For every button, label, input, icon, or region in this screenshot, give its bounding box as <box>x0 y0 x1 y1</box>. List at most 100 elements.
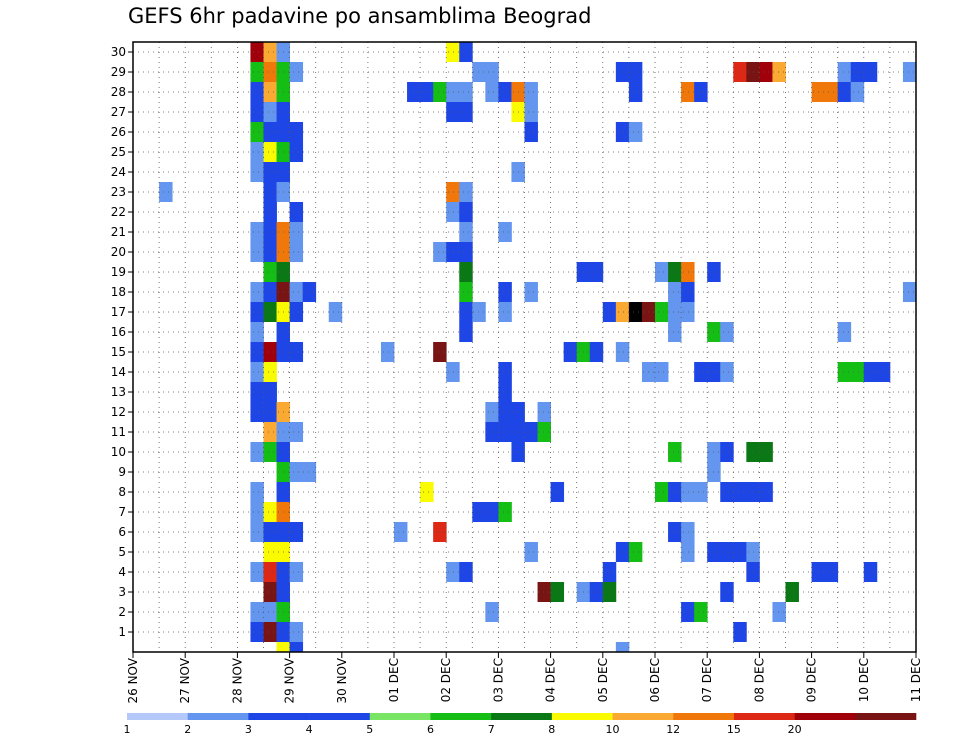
heatmap-cell <box>824 562 839 582</box>
heatmap-cell <box>681 542 695 562</box>
heatmap-cell <box>263 62 277 82</box>
heatmap-cell <box>720 482 734 502</box>
y-tick-label: 12 <box>111 405 126 419</box>
heatmap-cell <box>289 62 304 82</box>
heatmap-cell <box>681 282 695 302</box>
heatmap-cell <box>589 342 604 362</box>
y-tick-label: 6 <box>118 525 126 539</box>
heatmap-cell <box>289 642 304 652</box>
heatmap-cell <box>250 522 264 542</box>
heatmap-cell <box>615 542 630 562</box>
heatmap-cell <box>276 642 290 652</box>
heatmap-cell <box>459 282 473 302</box>
heatmap-cell <box>628 62 643 82</box>
heatmap-cell <box>720 442 734 462</box>
heatmap-cell <box>628 122 643 142</box>
heatmap-cell <box>681 602 695 622</box>
heatmap-cell <box>524 542 538 562</box>
y-tick-label: 4 <box>118 565 126 579</box>
x-tick-label: 04 DEC <box>544 658 558 702</box>
heatmap-cell <box>668 262 682 282</box>
y-tick-label: 18 <box>111 285 126 299</box>
y-tick-label: 27 <box>111 105 126 119</box>
y-tick-label: 11 <box>111 425 126 439</box>
heatmap-cell <box>485 602 499 622</box>
heatmap-cell <box>668 522 682 542</box>
colorbar-swatch <box>855 713 917 720</box>
heatmap-cell <box>433 342 447 362</box>
y-tick-label: 15 <box>111 345 126 359</box>
heatmap-cell <box>863 362 878 382</box>
heatmap-cell <box>498 222 512 242</box>
y-tick-label: 16 <box>111 325 126 339</box>
heatmap-cell <box>694 82 708 102</box>
x-tick-label: 07 DEC <box>700 658 714 702</box>
heatmap-cell <box>785 582 799 602</box>
heatmap-cell <box>563 342 578 362</box>
heatmap-cell <box>485 82 499 102</box>
heatmap-cell <box>498 422 512 442</box>
heatmap-cell <box>498 362 512 382</box>
heatmap-cell <box>589 262 604 282</box>
colorbar-swatch <box>369 713 431 720</box>
heatmap-cell <box>263 82 277 102</box>
y-tick-label: 20 <box>111 245 126 259</box>
heatmap-cell <box>524 282 538 302</box>
heatmap-cell <box>837 62 852 82</box>
colorbar-label: 1 <box>124 723 131 736</box>
colorbar-label: 2 <box>184 723 191 736</box>
heatmap-cell <box>537 422 551 442</box>
heatmap-cell <box>537 402 551 422</box>
y-tick-label: 3 <box>118 585 126 599</box>
colorbar-swatch <box>551 713 613 720</box>
heatmap-cell <box>537 582 551 602</box>
heatmap-cell <box>733 622 747 642</box>
heatmap-cell <box>289 222 304 242</box>
y-tick-label: 9 <box>118 465 126 479</box>
heatmap-cell <box>250 222 264 242</box>
x-tick-label: 11 DEC <box>909 658 923 702</box>
heatmap-cell <box>289 142 304 162</box>
heatmap-cell <box>720 362 734 382</box>
colorbar-swatch <box>612 713 674 720</box>
colorbar-label: 6 <box>427 723 434 736</box>
x-tick-label: 08 DEC <box>752 658 766 702</box>
heatmap-cell <box>263 522 277 542</box>
heatmap-cell <box>263 402 277 422</box>
colorbar-label: 20 <box>788 723 802 736</box>
heatmap-cell <box>459 562 473 582</box>
heatmap-cell <box>733 542 747 562</box>
heatmap-cell <box>850 62 865 82</box>
heatmap-cell <box>289 342 304 362</box>
x-tick-label: 30 NOV <box>335 657 349 703</box>
heatmap-cell <box>472 302 486 322</box>
colorbar-swatch <box>248 713 310 720</box>
heatmap-cell <box>498 82 512 102</box>
x-tick-label: 29 NOV <box>283 657 297 703</box>
heatmap-cell <box>668 282 682 302</box>
heatmap-cell <box>485 502 499 522</box>
heatmap-cell <box>446 182 460 202</box>
heatmap-cell <box>263 242 277 262</box>
heatmap-cell <box>250 622 264 642</box>
heatmap-cell <box>733 482 747 502</box>
heatmap-cell <box>668 482 682 502</box>
y-tick-label: 25 <box>111 145 126 159</box>
heatmap-cell <box>263 282 277 302</box>
heatmap-cell <box>250 102 264 122</box>
heatmap-cell <box>159 182 173 202</box>
heatmap-cell <box>263 622 277 642</box>
heatmap-cell <box>263 222 277 242</box>
heatmap-cell <box>250 442 264 462</box>
heatmap-cell <box>720 542 734 562</box>
y-tick-label: 21 <box>111 225 126 239</box>
colorbar-label: 10 <box>606 723 620 736</box>
heatmap-cell <box>446 562 460 582</box>
heatmap-cell <box>824 82 839 102</box>
heatmap-cell <box>250 142 264 162</box>
heatmap-cell <box>263 142 277 162</box>
heatmap-cell <box>863 562 878 582</box>
heatmap-cell <box>524 422 538 442</box>
heatmap-cell <box>289 622 304 642</box>
heatmap-cell <box>263 162 277 182</box>
